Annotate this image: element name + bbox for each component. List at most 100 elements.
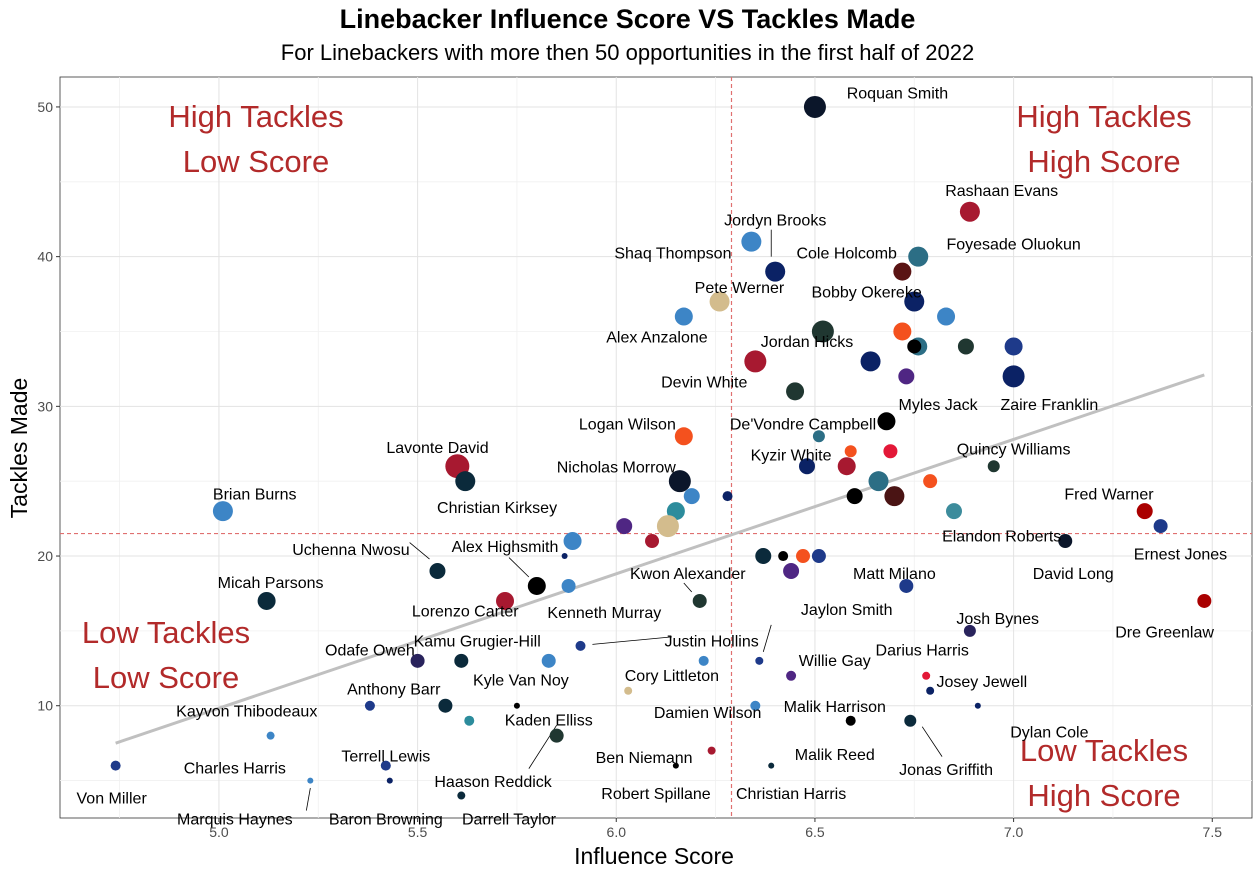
point-label: Kyzir White <box>751 448 832 465</box>
data-point <box>755 656 764 665</box>
data-point <box>709 291 730 312</box>
point-label: Lorenzo Carter <box>412 603 519 620</box>
data-point <box>907 339 922 354</box>
data-point <box>266 731 275 740</box>
data-point <box>963 624 976 637</box>
point-label: De'Vondre Campbell <box>730 416 876 433</box>
data-point <box>645 534 660 549</box>
label-leader-line <box>508 557 530 578</box>
grid-lines <box>60 77 1252 818</box>
x-tick-label: 6.5 <box>805 824 825 840</box>
data-point <box>624 686 633 695</box>
data-point <box>698 655 709 666</box>
data-point <box>672 762 679 769</box>
data-point <box>811 320 834 343</box>
point-label: Baron Browning <box>329 811 443 828</box>
data-point <box>893 262 912 281</box>
point-label: Jonas Griffith <box>899 762 993 779</box>
data-point <box>877 412 896 431</box>
x-tick-label: 5.5 <box>408 824 428 840</box>
point-label: Zaire Franklin <box>1000 397 1098 414</box>
data-point <box>457 791 466 800</box>
data-point <box>455 471 476 492</box>
point-label: Cole Holcomb <box>796 246 897 263</box>
data-point <box>957 338 974 355</box>
x-tick-label: 6.0 <box>607 824 627 840</box>
data-point <box>1136 503 1153 520</box>
data-point <box>845 715 856 726</box>
point-label: Terrell Lewis <box>341 749 430 766</box>
data-point <box>674 427 693 446</box>
chart-title: Linebacker Influence Score VS Tackles Ma… <box>339 4 916 34</box>
data-point <box>798 458 815 475</box>
data-point <box>110 760 121 771</box>
point-label: Devin White <box>661 374 747 391</box>
quadrant-labels: High Tackles Low Score High Tackles High Sc… <box>82 99 1192 813</box>
y-tick-label: 40 <box>37 249 53 265</box>
data-point <box>744 350 767 373</box>
trend-line <box>115 373 1205 745</box>
data-point <box>846 488 863 505</box>
label-leader-line <box>409 542 430 560</box>
point-label: Kenneth Murray <box>547 605 661 622</box>
point-label: Cory Littleton <box>625 668 719 685</box>
data-point <box>786 382 805 401</box>
point-label: Kaden Elliss <box>505 713 593 730</box>
y-tick-label: 20 <box>37 548 53 564</box>
data-point <box>883 444 898 459</box>
point-label: Dylan Cole <box>1010 725 1088 742</box>
quadrant-label-line1: High Tackles <box>1016 99 1191 134</box>
x-tick-label: 7.5 <box>1203 824 1223 840</box>
data-point <box>868 471 889 492</box>
data-point <box>987 460 1000 473</box>
point-label: Foyesade Oluokun <box>946 237 1080 254</box>
data-point <box>926 686 935 695</box>
point-label: Josh Bynes <box>956 611 1039 628</box>
chart-subtitle: For Linebackers with more then 50 opport… <box>280 40 975 65</box>
data-point <box>860 351 881 372</box>
data-point <box>386 777 393 784</box>
data-point <box>783 563 800 579</box>
data-point <box>212 501 233 522</box>
point-label: Matt Milano <box>853 566 936 583</box>
point-label: Justin Hollins <box>664 633 758 650</box>
y-axis-title: Tackles Made <box>6 378 32 519</box>
data-point <box>257 591 276 610</box>
point-label: Nicholas Morrow <box>557 460 677 477</box>
data-point <box>893 322 912 341</box>
point-label: Christian Kirksey <box>437 500 557 517</box>
label-leader-line <box>305 787 311 811</box>
data-point <box>768 762 775 769</box>
data-points <box>110 95 1212 800</box>
data-point <box>755 548 772 565</box>
data-point <box>454 653 469 668</box>
data-point <box>844 445 857 458</box>
point-label: Willie Gay <box>799 653 871 670</box>
data-point <box>674 307 693 326</box>
point-label: Elandon Roberts <box>942 529 1061 546</box>
point-label: Odafe Oweh <box>325 642 415 659</box>
point-label: Anthony Barr <box>347 681 441 698</box>
quadrant-label-line1: Low Tackles <box>82 615 250 650</box>
point-label: Roquan Smith <box>847 85 948 102</box>
data-point <box>656 515 679 538</box>
point-label: Uchenna Nwosu <box>292 542 409 559</box>
data-point <box>561 553 568 560</box>
y-tick-label: 10 <box>37 698 53 714</box>
leader-lines <box>305 229 943 811</box>
data-point <box>1004 337 1023 356</box>
data-point <box>1197 593 1212 608</box>
y-tick-label: 30 <box>37 398 53 414</box>
data-point <box>527 576 546 595</box>
data-point <box>908 246 929 267</box>
data-point <box>899 578 914 593</box>
point-label: Lavonte David <box>386 440 488 457</box>
data-point <box>707 746 716 755</box>
data-point <box>464 715 475 726</box>
quadrant-label-line2: High Score <box>1027 778 1180 813</box>
point-label: Jaylon Smith <box>801 602 893 619</box>
point-label: Malik Reed <box>795 747 875 764</box>
data-point <box>563 532 582 551</box>
data-point <box>1153 519 1168 534</box>
